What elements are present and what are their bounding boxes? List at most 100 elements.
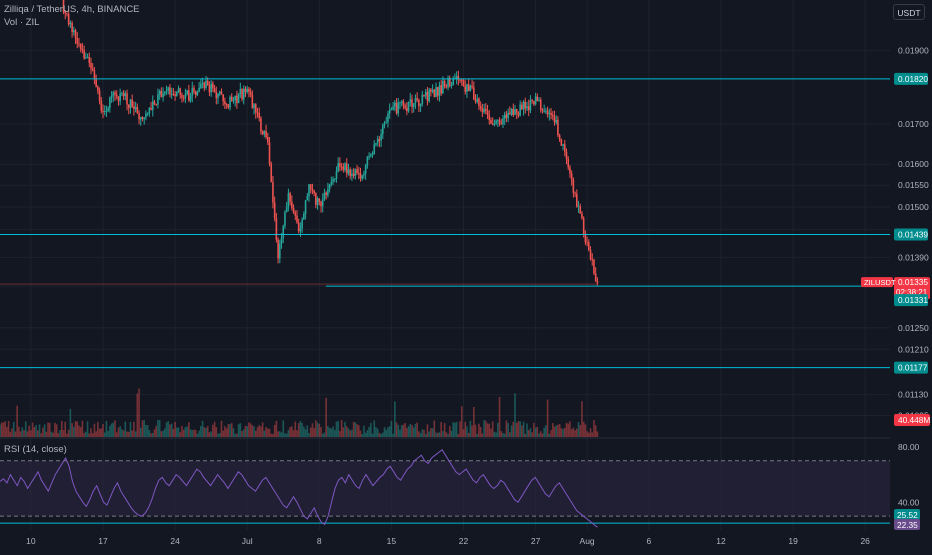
volume-bar [265, 427, 267, 437]
candle-body [249, 92, 252, 95]
currency-button[interactable]: USDT [893, 4, 925, 20]
candle-body [490, 119, 492, 124]
price-axis[interactable]: 0.01900 0.01700 0.01600 0.01550 0.01500 0.013… [861, 45, 930, 426]
volume-bar [395, 422, 398, 437]
candle-body [193, 88, 195, 92]
rsi-line [0, 448, 598, 528]
rsi-value-label: 25.52 [897, 510, 918, 520]
rsi-legend[interactable]: RSI (14, close) [4, 444, 67, 455]
candle-body [380, 134, 382, 141]
candle-body [486, 110, 489, 115]
volume-bar [309, 427, 312, 437]
volume-bar [220, 420, 223, 437]
candle-body [347, 169, 350, 174]
last-price-value: 0.01335 [898, 277, 928, 287]
volume-bar [527, 430, 530, 437]
volume-bar [387, 427, 389, 437]
volume-bar [524, 433, 527, 437]
volume-bar [337, 421, 339, 437]
candle-body [74, 30, 77, 39]
volume-bar [514, 393, 516, 437]
level-badge [894, 72, 928, 85]
volume-bar [327, 425, 329, 437]
volume-bar [61, 420, 63, 437]
candle-body [167, 87, 170, 91]
volume-legend[interactable]: Vol · ZIL [4, 17, 40, 28]
candle-body [545, 110, 547, 112]
symbol-title[interactable]: Zilliqa / TetherUS, 4h, BINANCE [4, 4, 140, 15]
volume-bar [394, 401, 396, 437]
candle-body [177, 88, 180, 92]
volume-bar [495, 432, 497, 437]
volume-bar [447, 433, 449, 437]
level-badge-label: 0.01177 [898, 363, 928, 373]
volume-bar [97, 422, 99, 437]
volume-bar [43, 424, 46, 437]
candle-body [69, 22, 72, 25]
volume-bar [291, 426, 293, 437]
volume-bar [538, 433, 540, 437]
volume-bar [306, 425, 309, 437]
candle-body [141, 117, 144, 119]
candle-body [198, 87, 200, 92]
volume-bar [318, 423, 321, 437]
volume-bar [479, 426, 482, 437]
time-tick-label: Jul [242, 536, 253, 546]
volume-bar [478, 423, 480, 437]
candle-body [67, 14, 70, 25]
volume-bar [406, 427, 408, 437]
candle-body [570, 173, 573, 180]
volume-bar [296, 430, 298, 437]
volume-badge-label: 40.448M [898, 415, 930, 425]
candle-body [311, 188, 314, 191]
volume-bar [390, 420, 393, 437]
candle-body [122, 92, 125, 97]
volume-bar [217, 433, 219, 437]
candle-body [164, 91, 166, 94]
volume-bar [215, 427, 218, 437]
volume-bar [366, 430, 369, 437]
volume-bar [9, 431, 12, 437]
candle-body [574, 192, 576, 194]
volume-bar [407, 426, 410, 437]
candle-body [294, 212, 297, 216]
volume-bar [0, 424, 1, 437]
candlestick-series [62, 0, 599, 286]
volume-bar [570, 429, 573, 437]
candle-body [289, 193, 291, 202]
volume-bar [2, 422, 5, 437]
volume-bar [136, 393, 139, 437]
candle-body [474, 99, 477, 102]
candle-body [124, 93, 127, 97]
volume-bar [133, 421, 135, 437]
volume-bar [241, 431, 243, 437]
volume-bars [0, 388, 599, 437]
candle-body [471, 85, 473, 88]
candle-body [78, 43, 80, 45]
volume-bar [30, 430, 32, 437]
price-tick-label: 0.01210 [898, 344, 929, 354]
volume-bar [414, 423, 417, 437]
candle-body [555, 119, 557, 123]
candle-body [529, 99, 532, 111]
time-axis[interactable]: 10 17 24 Jul 8 15 22 27 Aug 6 12 19 26 [26, 536, 870, 546]
volume-bar [490, 428, 492, 437]
candle-body [205, 80, 207, 88]
candle-body [527, 106, 530, 111]
candle-body [462, 80, 465, 87]
volume-bar [579, 425, 582, 437]
candle-body [189, 95, 192, 101]
candle-body [321, 199, 324, 207]
volume-bar [440, 422, 442, 437]
candle-body [356, 169, 358, 173]
candle-body [378, 139, 381, 141]
candle-body [318, 198, 321, 202]
volume-bar [222, 430, 224, 437]
volume-bar [179, 432, 182, 437]
volume-bar [230, 423, 233, 437]
horizontal-levels[interactable] [0, 78, 890, 369]
volume-bar [545, 425, 547, 437]
